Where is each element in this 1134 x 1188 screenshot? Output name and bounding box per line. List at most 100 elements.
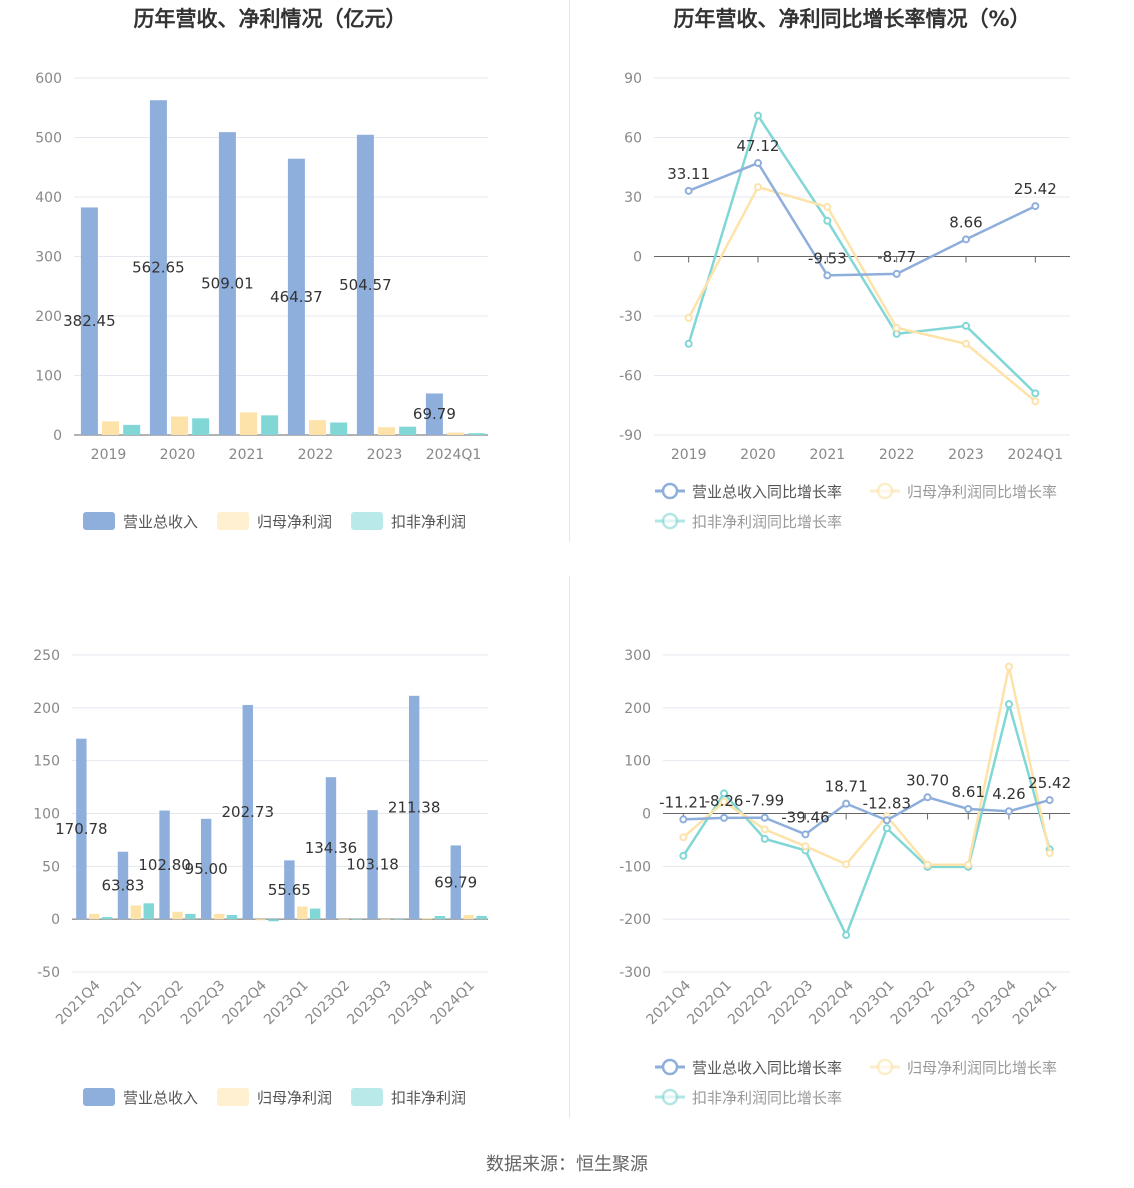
bar-data-label: 211.38 — [388, 798, 441, 816]
legend-label: 营业总收入同比增长率 — [692, 1059, 842, 1077]
bar-revenue — [367, 810, 378, 920]
x-tick-label: 2023 — [367, 447, 403, 463]
y-tick-label: 300 — [35, 250, 62, 266]
y-tick-label: -90 — [619, 428, 642, 444]
line-data-label: 8.66 — [949, 213, 982, 231]
series-point — [684, 339, 693, 348]
series-point — [962, 235, 970, 244]
bar-data-label: 170.78 — [55, 820, 108, 838]
bar-revenue — [80, 207, 98, 435]
series-point — [892, 269, 901, 278]
bar-deducted-profit — [261, 415, 279, 435]
legend-marker — [661, 1088, 679, 1106]
bar-deducted-profit — [123, 424, 141, 435]
bar-deducted-profit — [468, 433, 486, 435]
legend-label: 归母净利润 — [257, 1089, 332, 1107]
bar-deducted-profit — [143, 903, 154, 920]
series-point — [823, 202, 832, 211]
line-data-label: -39.46 — [781, 808, 829, 826]
bar-net-profit — [255, 919, 266, 921]
y-tick-label: 0 — [642, 807, 651, 823]
x-tick-label: 2023Q1 — [847, 978, 898, 1029]
series-point — [842, 799, 851, 808]
bar-deducted-profit — [268, 919, 279, 922]
legend-marker — [661, 1058, 679, 1076]
legend-swatch — [83, 1088, 115, 1106]
bar-deducted-profit — [226, 914, 238, 920]
x-tick-label: 2022Q1 — [95, 978, 146, 1029]
line-data-label: -8.26 — [705, 792, 744, 810]
legend-marker — [876, 1058, 894, 1076]
series-line-net-profit-growth — [687, 185, 1037, 403]
series-point — [882, 816, 891, 825]
series-point — [679, 815, 688, 824]
bar-revenue — [149, 100, 167, 435]
bar-revenue — [408, 695, 420, 920]
y-tick-label: 200 — [33, 701, 60, 717]
series-line-deducted-profit-growth — [687, 112, 1037, 395]
quarterly-growth-rate-chart: 营收、净利同比增长率季度变动情况（%）-300-200-100010020030… — [567, 576, 1134, 1152]
vertical-divider-bottom — [569, 576, 570, 1118]
y-tick-label: 0 — [51, 912, 60, 928]
bar-deducted-profit — [476, 915, 487, 920]
y-tick-label: 300 — [624, 648, 651, 664]
series-point — [679, 851, 688, 860]
x-tick-label: 2022Q3 — [766, 978, 817, 1029]
x-tick-label: 2022 — [879, 447, 915, 463]
bar-revenue — [356, 134, 374, 435]
annual-growth-rate-chart: 历年营收、净利同比增长率情况（%） -90 -60 -30 0 30 60 90 2019 202… — [567, 0, 1134, 576]
line-data-label: 25.42 — [1014, 180, 1057, 198]
series-point — [754, 159, 762, 168]
legend-label: 营业总收入 — [123, 513, 198, 531]
series-point — [760, 834, 769, 843]
x-tick-label: 2022Q1 — [684, 978, 735, 1029]
y-tick-label: 200 — [35, 309, 62, 325]
series-point — [684, 313, 693, 322]
legend-swatch — [217, 512, 249, 530]
line-data-label: 4.26 — [992, 785, 1025, 803]
series-point — [823, 216, 832, 225]
legend-swatch — [83, 512, 115, 530]
bar-deducted-profit — [101, 917, 113, 920]
bar-deducted-profit — [351, 919, 362, 920]
bar-net-profit — [102, 421, 120, 435]
series-point — [882, 824, 891, 833]
bar-net-profit — [213, 913, 225, 920]
y-tick-label: -30 — [619, 309, 642, 325]
y-tick-label: 0 — [633, 250, 642, 266]
series-point — [842, 931, 851, 940]
series-point — [1004, 700, 1013, 709]
bar-data-label: 202.73 — [222, 803, 275, 821]
bar-data-label: 69.79 — [434, 873, 477, 891]
legend-marker — [876, 482, 894, 500]
y-tick-label: 250 — [33, 648, 60, 664]
x-tick-label: 2021Q4 — [53, 977, 104, 1028]
bar-data-label: 103.18 — [346, 856, 399, 874]
series-point — [679, 833, 688, 842]
bar-net-profit — [380, 919, 391, 920]
legend-marker — [661, 512, 679, 530]
bar-net-profit — [378, 427, 396, 435]
bar-net-profit — [171, 416, 189, 435]
bar-revenue — [284, 860, 295, 920]
legend-label: 归母净利润同比增长率 — [907, 483, 1057, 501]
x-tick-label: 2024Q1 — [1010, 978, 1061, 1029]
x-tick-label: 2020 — [740, 447, 776, 463]
series-point — [1004, 807, 1013, 816]
data-source-note: 数据来源：恒生聚源 — [486, 1154, 648, 1175]
y-tick-label: 100 — [35, 369, 62, 385]
series-line-revenue-growth — [683, 795, 1050, 836]
line-data-label: -8.77 — [877, 248, 916, 266]
bar-data-label: 562.65 — [132, 259, 185, 277]
series-point — [684, 186, 693, 195]
line-data-label: -12.83 — [863, 794, 911, 812]
bar-deducted-profit — [434, 915, 446, 920]
quarterly-revenue-profit-chart: 营收、净利季度变动情况（亿元）-500501001502002502021Q42… — [0, 576, 567, 1152]
series-point — [1031, 202, 1040, 211]
legend-label: 营业总收入 — [123, 1089, 198, 1107]
legend-marker — [661, 482, 679, 500]
series-point — [1031, 389, 1040, 398]
series-point — [964, 860, 973, 869]
legend-swatch — [351, 1088, 383, 1106]
x-tick-label: 2022Q2 — [136, 978, 187, 1029]
